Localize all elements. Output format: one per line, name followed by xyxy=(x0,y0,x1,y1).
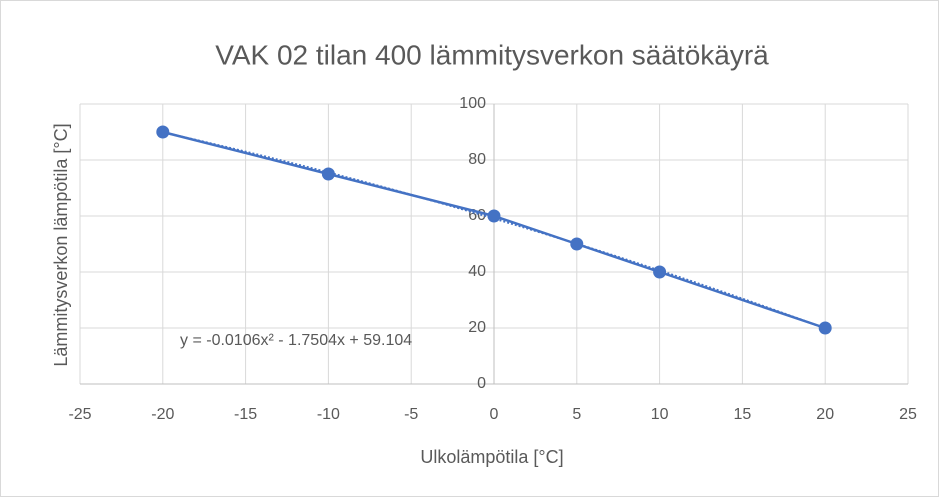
x-tick-label: 0 xyxy=(490,406,499,423)
x-tick-label: -5 xyxy=(404,406,418,423)
x-tick-label: -25 xyxy=(68,406,91,423)
y-tick-label: 100 xyxy=(459,95,486,112)
y-tick-label: 20 xyxy=(468,319,486,336)
data-point xyxy=(487,209,501,223)
trendline xyxy=(162,131,826,330)
x-tick-label: 10 xyxy=(651,406,669,423)
y-axis-title: Lämmitysverkon lämpötila [°C] xyxy=(51,123,71,366)
x-tick-label: 25 xyxy=(899,406,917,423)
data-point xyxy=(818,321,832,335)
y-tick-label: 40 xyxy=(468,263,486,280)
y-tick-label: 0 xyxy=(477,375,486,392)
x-axis-title: Ulkolämpötila [°C] xyxy=(420,447,563,467)
x-tick-label: 15 xyxy=(734,406,752,423)
x-tick-label: -20 xyxy=(151,406,174,423)
x-tick-label: -10 xyxy=(317,406,340,423)
data-point xyxy=(156,125,170,139)
chart-title: VAK 02 tilan 400 lämmitysverkon säätökäy… xyxy=(215,39,769,70)
trendline-equation: y = -0.0106x² - 1.7504x + 59.104 xyxy=(180,332,412,349)
data-point xyxy=(653,265,667,279)
data-point xyxy=(570,237,584,251)
x-tick-label: 5 xyxy=(572,406,581,423)
y-tick-label: 80 xyxy=(468,151,486,168)
data-point xyxy=(321,167,335,181)
x-tick-label: 20 xyxy=(816,406,834,423)
x-tick-label: -15 xyxy=(234,406,257,423)
